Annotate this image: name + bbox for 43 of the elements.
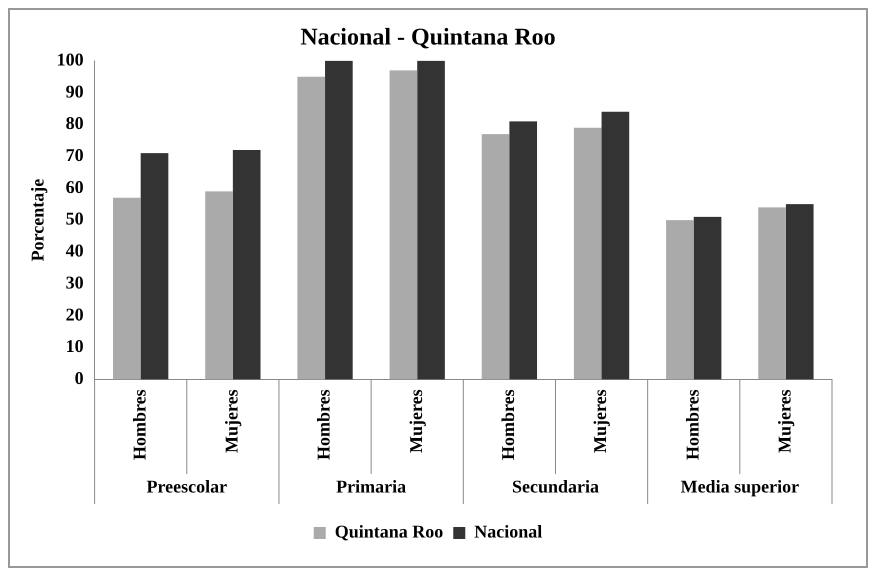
y-tick-label: 70 — [66, 145, 84, 166]
bar — [232, 150, 261, 380]
bar — [694, 216, 722, 380]
x-tick-label: Hombres — [129, 389, 150, 460]
bar — [602, 112, 630, 380]
x-tick-label: Hombres — [682, 389, 702, 460]
text: Preescolar — [146, 476, 228, 497]
text: Media superior — [680, 476, 800, 497]
bar — [666, 220, 694, 380]
bar — [297, 76, 326, 380]
bar — [325, 60, 353, 380]
bar — [758, 207, 786, 380]
bar — [113, 198, 141, 380]
y-tick-label: 100 — [56, 49, 84, 70]
bar — [574, 128, 602, 380]
x-tick-label: Hombres — [498, 389, 518, 460]
y-tick-label: 60 — [66, 176, 84, 197]
bar — [205, 191, 233, 380]
y-tick-label: 10 — [66, 336, 84, 356]
y-tick-label: 0 — [74, 368, 84, 388]
y-axis-title: Porcentaje — [27, 178, 48, 262]
y-tick-label: 30 — [66, 272, 84, 292]
bar — [786, 204, 814, 380]
bar — [509, 121, 538, 380]
x-tick-label: Hombres — [314, 389, 334, 460]
y-tick-label: 40 — [66, 240, 84, 261]
x-tick-label: Mujeres — [222, 389, 242, 453]
y-tick-label: 20 — [66, 304, 84, 324]
bar — [417, 60, 445, 380]
bar — [140, 153, 168, 380]
text: Secundaria — [512, 476, 599, 497]
legend-label: Quintana Roo — [334, 522, 444, 542]
x-tick-label: Mujeres — [774, 389, 795, 453]
bar — [390, 70, 418, 380]
x-tick-label: Mujeres — [406, 389, 426, 453]
y-tick-label: 50 — [66, 208, 84, 229]
y-tick-label: 90 — [66, 81, 84, 102]
text: Primaria — [336, 476, 406, 497]
chart-title: Nacional - Quintana Roo — [300, 24, 556, 51]
legend-label: Nacional — [474, 522, 542, 542]
y-tick-label: 80 — [66, 113, 84, 134]
x-tick-label: Mujeres — [590, 389, 610, 453]
bar — [482, 134, 510, 380]
